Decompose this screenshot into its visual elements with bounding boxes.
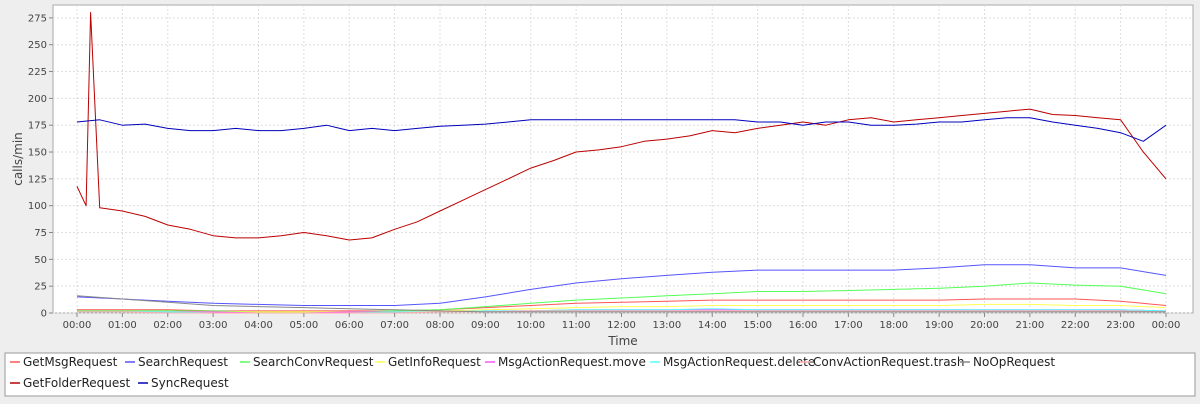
legend-item: GetMsgRequest	[10, 355, 118, 369]
y-tick-label: 275	[28, 13, 47, 24]
series-line-1	[76, 264, 1167, 306]
y-tick-label: 75	[34, 228, 47, 239]
y-tick-label: 200	[28, 94, 47, 105]
legend-label: GetMsgRequest	[23, 355, 118, 369]
x-tick-label: 23:00	[1106, 320, 1135, 331]
legend-label: MsgActionRequest.move	[498, 355, 646, 369]
legend-item: GetFolderRequest	[10, 376, 131, 390]
y-axis-label: calls/min	[11, 132, 25, 186]
legend-label: GetFolderRequest	[23, 376, 131, 390]
legend-item: SearchConvRequest	[240, 355, 374, 369]
series-line-3	[77, 303, 1167, 313]
legend-item: GetInfoRequest	[375, 355, 481, 369]
x-tick-label: 10:00	[516, 320, 545, 331]
legend-item: ConvActionRequest.trash	[800, 355, 964, 369]
x-tick-label: 20:00	[970, 320, 999, 331]
x-tick-label: 17:00	[834, 320, 863, 331]
legend-label: MsgActionRequest.delete	[663, 355, 815, 369]
x-tick-label: 14:00	[698, 320, 727, 331]
y-tick-label: 150	[28, 148, 47, 159]
x-tick-label: 13:00	[652, 320, 681, 331]
x-tick-label: 15:00	[743, 320, 772, 331]
series-line-0	[77, 298, 1167, 312]
x-axis: 00:00 01:00 02:00 03:00 04:00 05:00 06:00 07:00…	[63, 313, 1181, 331]
x-tick-label: 03:00	[199, 320, 228, 331]
y-tick-label: 225	[28, 67, 47, 78]
y-tick-label: 175	[28, 121, 47, 132]
legend-label: SearchRequest	[138, 355, 228, 369]
x-tick-label: 07:00	[380, 320, 409, 331]
x-axis-label: Time	[607, 334, 637, 348]
x-tick-label: 06:00	[335, 320, 364, 331]
y-tick-label: 0	[41, 309, 47, 320]
x-tick-label: 11:00	[562, 320, 591, 331]
x-tick-label: 00:00	[63, 320, 92, 331]
x-tick-label: 00:00	[1152, 320, 1181, 331]
series-line-8	[76, 12, 1167, 241]
x-tick-label: 02:00	[153, 320, 182, 331]
legend-item: MsgActionRequest.move	[485, 355, 646, 369]
x-tick-label: 12:00	[607, 320, 636, 331]
legend-item: SearchRequest	[125, 355, 228, 369]
legend-label: ConvActionRequest.trash	[813, 355, 964, 369]
x-tick-label: 05:00	[289, 320, 318, 331]
series-line-7	[76, 295, 1166, 313]
legend-label: NoOpRequest	[973, 355, 1055, 369]
legend-item: SyncRequest	[138, 376, 229, 390]
x-tick-label: 08:00	[426, 320, 455, 331]
x-tick-label: 04:00	[244, 320, 273, 331]
grid	[53, 5, 1193, 314]
series-line-9	[76, 117, 1167, 142]
legend-box	[4, 352, 1196, 397]
x-tick-label: 16:00	[789, 320, 818, 331]
y-tick-label: 125	[28, 174, 47, 185]
x-tick-label: 22:00	[1061, 320, 1090, 331]
legend-label: SyncRequest	[151, 376, 229, 390]
legend-label: SearchConvRequest	[253, 355, 374, 369]
series-layer	[76, 12, 1167, 314]
x-tick-label: 01:00	[108, 320, 137, 331]
legend-item: MsgActionRequest.delete	[650, 355, 815, 369]
y-tick-label: 25	[34, 282, 47, 293]
x-tick-label: 19:00	[925, 320, 954, 331]
x-tick-label: 09:00	[471, 320, 500, 331]
legend-item: NoOpRequest	[960, 355, 1055, 369]
x-tick-label: 18:00	[879, 320, 908, 331]
plot-area	[52, 4, 1194, 314]
legend-label: GetInfoRequest	[388, 355, 481, 369]
y-tick-label: 50	[34, 255, 47, 266]
y-axis: 0 25 50 75 100 125 150 175 200 225 250 275	[28, 13, 53, 320]
x-tick-label: 21:00	[1015, 320, 1044, 331]
legend: GetMsgRequest SearchRequest SearchConvRequ…	[10, 355, 1055, 390]
y-tick-label: 100	[28, 201, 47, 212]
y-tick-label: 250	[28, 40, 47, 51]
